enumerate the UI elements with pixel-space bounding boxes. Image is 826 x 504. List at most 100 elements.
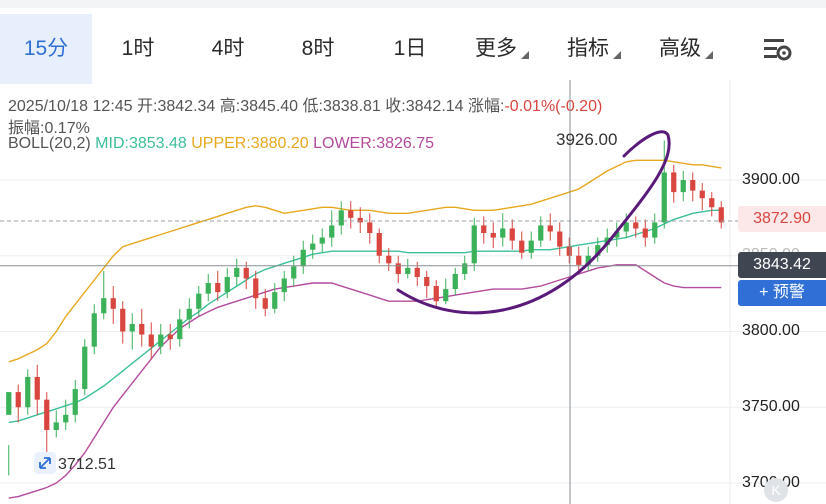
candle — [205, 273, 211, 302]
candle-body — [196, 293, 202, 309]
candle-body — [243, 267, 249, 279]
candle — [148, 322, 154, 359]
candle-body — [490, 233, 496, 238]
candle — [291, 255, 297, 287]
candle — [243, 261, 249, 290]
candle — [585, 246, 591, 271]
candle — [272, 283, 278, 314]
candle — [319, 228, 325, 253]
candle-body — [338, 210, 344, 226]
tab-advanced[interactable]: 高级 — [640, 14, 732, 84]
candle-body — [272, 292, 278, 309]
boll-lower-line — [8, 264, 722, 499]
amplitude-value: 0.17% — [44, 120, 90, 137]
candle — [281, 270, 287, 302]
diagonal-arrow-icon — [39, 457, 51, 469]
candle-body — [690, 180, 696, 191]
candle-body — [671, 172, 677, 193]
candle-body — [44, 399, 50, 430]
candle-body — [177, 319, 183, 340]
candle-body — [661, 172, 667, 223]
candle-body — [367, 222, 373, 234]
candle-body — [557, 231, 563, 247]
tab-8hour[interactable]: 8时 — [301, 37, 335, 60]
boll-upper-value: UPPER:3880.20 — [191, 135, 309, 152]
candle — [120, 301, 126, 344]
candle — [718, 201, 724, 229]
dropdown-triangle-icon — [521, 51, 529, 59]
tab-4hour[interactable]: 4时 — [211, 37, 245, 60]
candle — [310, 234, 316, 259]
candle-body — [462, 263, 468, 274]
boll-mid-value: MID:3853.48 — [95, 135, 187, 152]
candle — [300, 240, 306, 274]
chart-settings-button[interactable] — [760, 36, 796, 64]
candle-body — [699, 190, 705, 199]
candle — [595, 237, 601, 262]
dropdown-triangle-icon — [613, 51, 621, 59]
low-marker-arrow-icon — [34, 452, 56, 474]
candle — [357, 207, 363, 234]
high-label: 高: — [219, 98, 241, 115]
candle-body — [718, 207, 724, 223]
candle — [6, 392, 12, 476]
candle-body — [281, 278, 287, 293]
candle — [509, 219, 515, 250]
candle-body — [63, 414, 69, 423]
crosshair-price-tag: 3843.42 — [738, 252, 826, 278]
hand-drawn-arc — [396, 130, 671, 315]
candle-body — [72, 389, 78, 415]
tab-more-label: 更多 — [475, 37, 517, 60]
candle-body — [234, 267, 240, 277]
candle-body — [329, 225, 335, 238]
candle-body — [34, 376, 40, 400]
candle-body — [405, 267, 411, 274]
boll-mid-line — [8, 209, 722, 424]
candle-body — [471, 225, 477, 264]
candlestick-chart[interactable] — [0, 80, 826, 504]
candle — [557, 222, 563, 256]
candle-body — [538, 225, 544, 241]
candle — [699, 183, 705, 211]
candle — [15, 384, 21, 423]
candle — [215, 270, 221, 302]
candle-body — [120, 308, 126, 332]
candle — [262, 289, 268, 317]
candle-body — [595, 245, 601, 256]
boll-lower-value: LOWER:3826.75 — [313, 135, 435, 152]
tab-indicators[interactable]: 指标 — [548, 14, 640, 84]
candle-body — [357, 217, 363, 223]
candle-body — [148, 334, 154, 347]
candle-body — [6, 392, 12, 415]
candle-body — [262, 298, 268, 309]
candle — [642, 219, 648, 247]
candle — [405, 258, 411, 279]
candle-body — [509, 228, 515, 241]
candle — [34, 364, 40, 415]
candle-body — [519, 240, 525, 253]
amplitude-label: 振幅: — [8, 120, 45, 137]
candle — [53, 410, 59, 438]
candle — [82, 339, 88, 396]
candle-body — [110, 298, 116, 309]
candle-body — [291, 266, 297, 279]
change-label: 涨幅: — [468, 98, 505, 115]
candle — [348, 201, 354, 229]
candle-body — [215, 283, 221, 293]
candle — [433, 279, 439, 309]
candle-body — [205, 283, 211, 294]
tab-15min[interactable]: 15分 — [0, 14, 92, 84]
last-price-tag: 3872.90 — [738, 206, 826, 232]
open-value: 3842.34 — [157, 98, 216, 115]
candle — [481, 216, 487, 244]
candle — [614, 222, 620, 247]
candle — [471, 217, 477, 271]
tab-1day[interactable]: 1日 — [393, 37, 427, 60]
tab-1hour[interactable]: 1时 — [121, 37, 155, 60]
tab-more[interactable]: 更多 — [456, 14, 548, 84]
add-alert-button[interactable]: + 预警 — [738, 280, 826, 306]
dropdown-triangle-icon — [705, 51, 713, 59]
candle-body — [528, 240, 534, 253]
candle-body — [319, 237, 325, 244]
tab-advanced-label: 高级 — [659, 37, 701, 60]
